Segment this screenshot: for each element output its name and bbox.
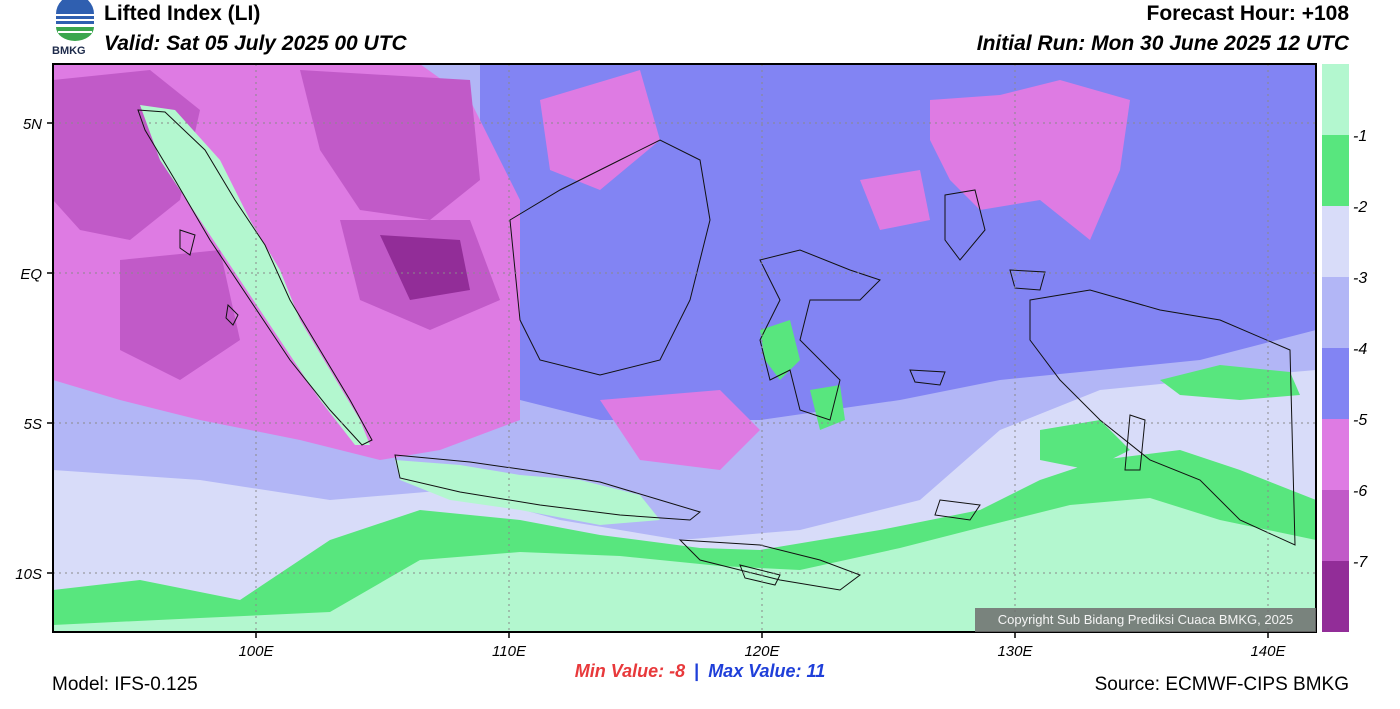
bmkg-logo-icon bbox=[56, 0, 94, 41]
lat-label-10s: 10S bbox=[15, 566, 42, 583]
lon-label-140e: 140E bbox=[1250, 643, 1286, 660]
colorbar-swatch bbox=[1322, 135, 1349, 206]
data-source: Source: ECMWF-CIPS BMKG bbox=[1094, 674, 1349, 695]
lon-label-120e: 120E bbox=[744, 643, 780, 660]
colorbar-label: -3 bbox=[1353, 270, 1367, 287]
stats-separator: | bbox=[694, 661, 700, 681]
forecast-hour: Forecast Hour: +108 bbox=[1146, 2, 1350, 25]
colorbar-swatch bbox=[1322, 490, 1349, 561]
bmkg-logo bbox=[52, 0, 98, 48]
colorbar-label: -1 bbox=[1353, 128, 1367, 145]
colorbar-swatch bbox=[1322, 561, 1349, 632]
max-value: Max Value: 11 bbox=[708, 661, 826, 681]
colorbar-swatch bbox=[1322, 64, 1349, 135]
lat-label-5n: 5N bbox=[23, 116, 42, 133]
min-max-values: Min Value: -8 | Max Value: 11 bbox=[0, 661, 1400, 682]
colorbar-swatch bbox=[1322, 348, 1349, 419]
lat-label-5s: 5S bbox=[24, 416, 42, 433]
colorbar-label: -2 bbox=[1353, 199, 1367, 216]
colorbar bbox=[1322, 64, 1349, 632]
colorbar-swatch bbox=[1322, 206, 1349, 277]
map-title: Lifted Index (LI) bbox=[104, 2, 261, 25]
colorbar-label: -5 bbox=[1353, 412, 1367, 429]
lon-label-130e: 130E bbox=[997, 643, 1033, 660]
min-value: Min Value: -8 bbox=[574, 661, 686, 681]
model-name: Model: IFS-0.125 bbox=[52, 674, 198, 695]
lon-label-100e: 100E bbox=[238, 643, 274, 660]
copyright-notice: Copyright Sub Bidang Prediksi Cuaca BMKG… bbox=[975, 608, 1316, 632]
colorbar-label: -7 bbox=[1353, 554, 1368, 571]
colorbar-swatch bbox=[1322, 419, 1349, 490]
colorbar-label: -6 bbox=[1353, 483, 1367, 500]
logo-text: BMKG bbox=[52, 45, 86, 57]
valid-time: Valid: Sat 05 July 2025 00 UTC bbox=[104, 32, 407, 55]
colorbar-label: -4 bbox=[1353, 341, 1367, 358]
lat-label-eq: EQ bbox=[20, 266, 42, 283]
colorbar-swatch bbox=[1322, 277, 1349, 348]
lon-label-110e: 110E bbox=[492, 643, 527, 660]
initial-run: Initial Run: Mon 30 June 2025 12 UTC bbox=[976, 32, 1349, 55]
